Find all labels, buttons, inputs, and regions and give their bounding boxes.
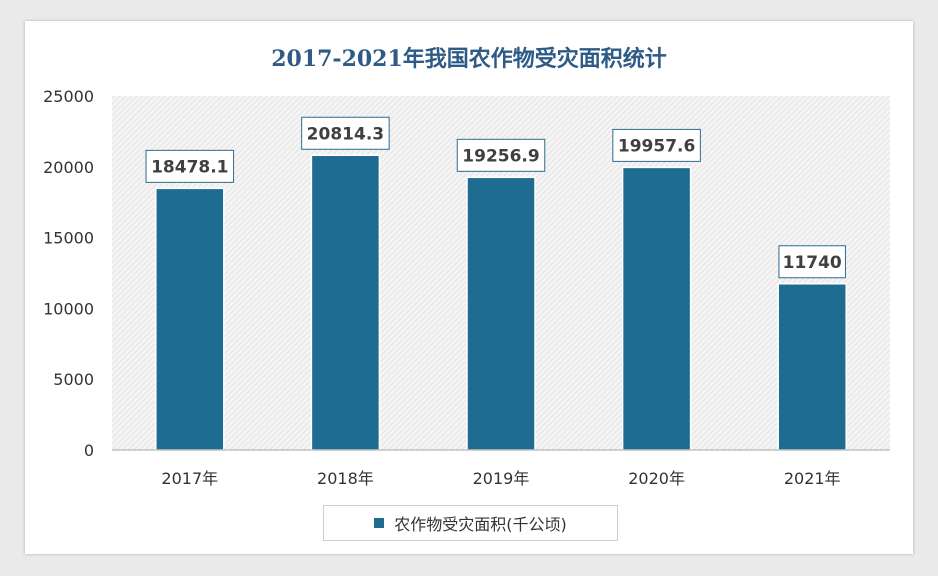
data-label: 18478.1 (151, 157, 228, 177)
legend: 农作物受灾面积(千公顷) (323, 505, 618, 541)
bar (777, 283, 847, 451)
legend-swatch (374, 518, 385, 528)
bar (310, 154, 381, 451)
data-label: 19957.6 (618, 136, 695, 156)
y-axis: 0 5000 10000 15000 20000 25000 (43, 87, 94, 460)
data-label: 11740 (783, 253, 842, 273)
x-tick-label: 2020年 (628, 469, 685, 488)
legend-label: 农作物受灾面积(千公顷) (394, 515, 567, 534)
data-label-box (456, 138, 546, 172)
y-tick-label: 25000 (43, 87, 94, 106)
data-label: 19256.9 (462, 146, 539, 166)
y-tick-label: 20000 (43, 158, 94, 177)
chart-card: 2017-2021年我国农作物受灾面积统计 0 5000 10000 15000 200… (25, 21, 913, 554)
data-label: 20814.3 (307, 124, 384, 144)
y-tick-label: 0 (84, 441, 94, 460)
data-label-box (778, 245, 846, 279)
x-tick-label: 2021年 (784, 469, 841, 488)
bars-group: 18478.1 20814.3 19256.9 19957.6 11740 (145, 116, 847, 451)
bar (155, 187, 225, 451)
x-axis: 2017年 2018年 2019年 2020年 2021年 (112, 449, 890, 488)
y-tick-label: 10000 (43, 299, 94, 318)
y-tick-label: 5000 (53, 370, 94, 389)
chart-title: 2017-2021年我国农作物受灾面积统计 (271, 46, 667, 72)
x-tick-label: 2019年 (473, 469, 530, 488)
bar-chart: 0 5000 10000 15000 20000 25000 18478.1 20814.3… (43, 87, 890, 488)
data-label-box (612, 128, 701, 162)
bar (621, 166, 692, 451)
y-tick-label: 15000 (43, 229, 94, 248)
data-label-box (145, 149, 235, 183)
data-label-box (301, 116, 390, 150)
x-tick-label: 2018年 (317, 469, 374, 488)
bar (466, 176, 536, 451)
x-tick-label: 2017年 (161, 469, 218, 488)
